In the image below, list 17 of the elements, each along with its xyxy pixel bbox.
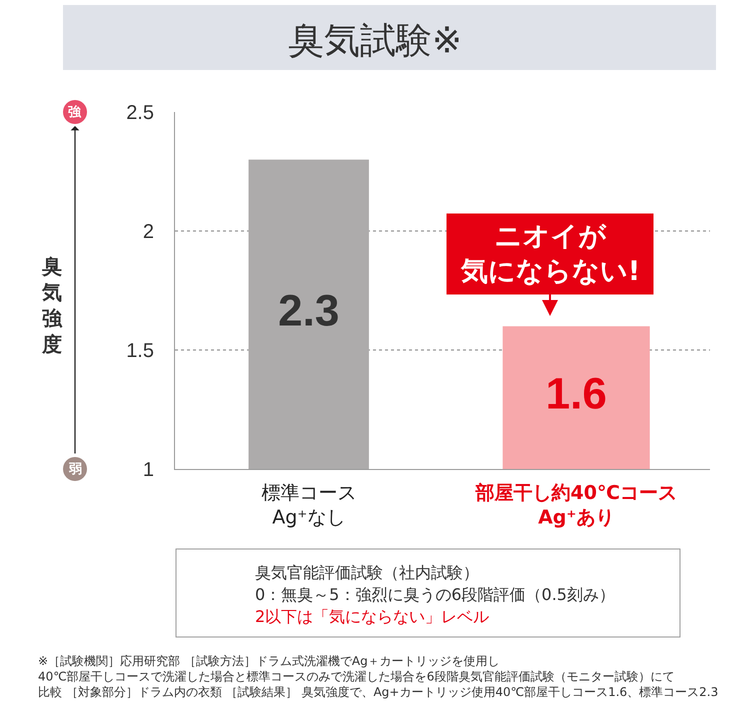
text: ※［試験機関］応用研究部 ［試験方法］ドラム式洗濯機でAg＋カートリッジを使用し40℃部屋干しコースで洗濯した場合と標準コースのみで洗濯した場合を6段階臭気官能評価試験（モニター試験）にて比較 ［対象部分］ドラム内の衣類 ［試験結果］ 臭気強度で、Ag+カートリッジ使用40℃部屋干しコース1.6、標準コース2.3 xyxy=(38,654,718,700)
text: 強 xyxy=(68,104,82,120)
y-tick-label: 1.5 xyxy=(126,340,154,362)
y-tick-label: 2 xyxy=(142,221,154,243)
data-label: 1.6 xyxy=(546,370,607,419)
text: 臭気官能評価試験（社内試験） xyxy=(255,563,479,582)
chart-title: 臭気試験※ xyxy=(288,20,462,62)
y-axis-title: 臭気強度 xyxy=(41,254,63,356)
text: 2以下は「気にならない」レベル xyxy=(255,607,490,626)
text: 弱 xyxy=(68,462,82,477)
data-label: 2.3 xyxy=(278,286,340,336)
y-tick-label: 2.5 xyxy=(126,102,154,124)
y-tick-label: 1 xyxy=(142,459,154,481)
annotation: ニオイが気にならない! xyxy=(460,220,640,288)
text: 0：無臭～5：強烈に臭うの6段階評価（0.5刻み） xyxy=(255,585,615,604)
x-tick-label: 部屋干し約40℃コース Ag⁺あり xyxy=(474,482,677,528)
x-tick-label: 標準コース Ag⁺なし xyxy=(261,482,356,528)
